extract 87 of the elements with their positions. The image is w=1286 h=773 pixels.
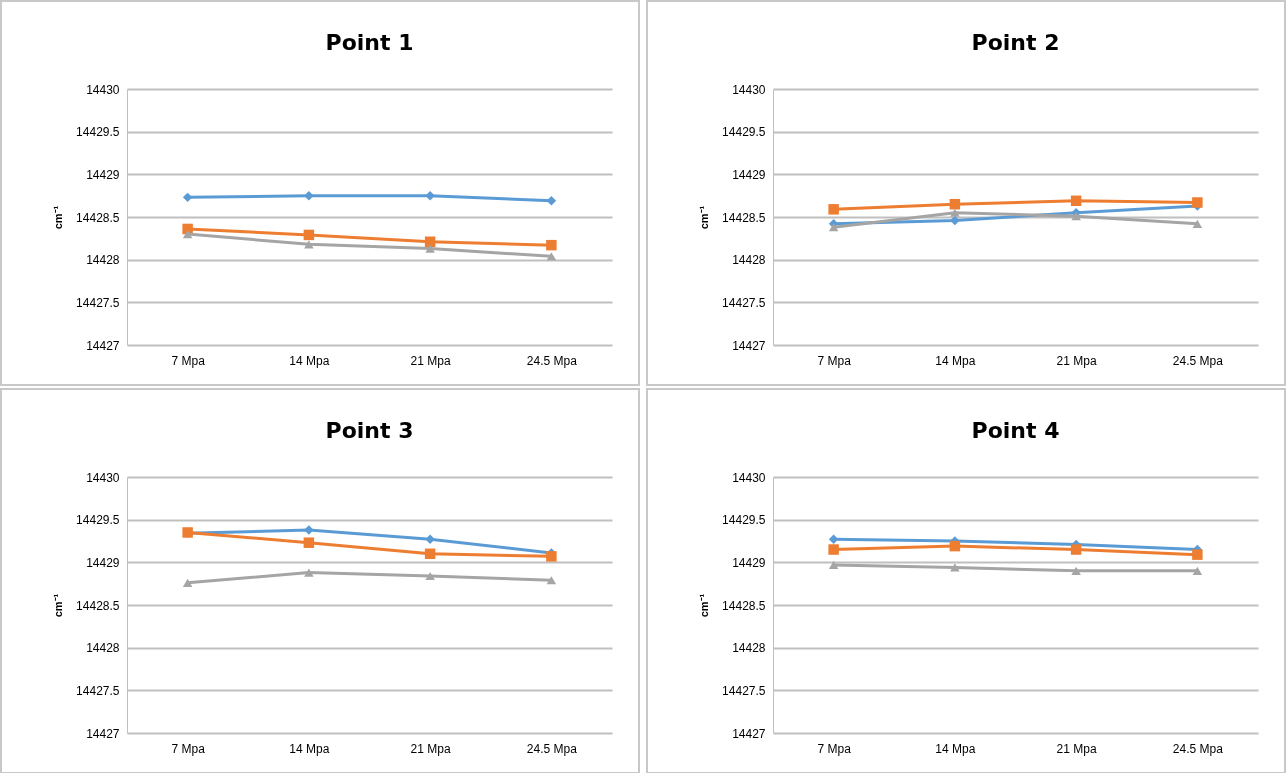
y-axis-title: cm⁻¹ — [698, 205, 711, 230]
y-tick-label: 14429.5 — [76, 125, 120, 140]
y-tick-label: 14429.5 — [76, 513, 120, 528]
point — [304, 240, 314, 249]
point — [828, 544, 839, 555]
point — [1070, 544, 1082, 555]
point — [950, 208, 960, 217]
point — [546, 551, 557, 562]
x-tick-label: 7 Mpa — [817, 741, 852, 756]
point — [949, 540, 961, 552]
y-axis-title: cm⁻¹ — [698, 593, 711, 618]
point — [425, 244, 435, 253]
y-tick-label: 14427 — [86, 338, 120, 353]
y-tick-label: 14428.5 — [76, 210, 120, 225]
point — [1192, 566, 1203, 575]
point — [304, 568, 314, 577]
point — [950, 563, 960, 572]
point — [1071, 212, 1081, 221]
y-tick-label: 14429 — [86, 555, 120, 570]
chart-title: Point 2 — [971, 30, 1060, 55]
point — [303, 229, 315, 241]
point — [950, 215, 960, 226]
y-tick-label: 14427 — [732, 726, 766, 741]
point — [425, 190, 435, 201]
y-tick-label: 14427 — [732, 338, 766, 353]
x-tick-label: 21 Mpa — [410, 353, 451, 368]
x-tick-label: 21 Mpa — [410, 741, 451, 756]
point — [182, 229, 193, 239]
point — [828, 204, 839, 215]
point — [546, 576, 557, 585]
point — [304, 190, 314, 201]
y-tick-label: 14430 — [732, 470, 766, 485]
y-tick-label: 14428 — [86, 253, 120, 268]
x-tick-label: 14 Mpa — [935, 741, 976, 756]
point — [424, 548, 436, 560]
y-tick-label: 14429 — [86, 167, 120, 182]
y-tick-label: 14428.5 — [722, 210, 766, 225]
y-tick-label: 14427.5 — [76, 683, 120, 698]
y-tick-label: 14428 — [86, 641, 120, 656]
y-tick-label: 14428 — [732, 641, 766, 656]
y-axis-title: cm⁻¹ — [52, 593, 65, 618]
point — [1071, 566, 1081, 575]
x-tick-label: 7 Mpa — [171, 741, 206, 756]
point — [182, 578, 193, 587]
x-tick-label: 21 Mpa — [1056, 741, 1097, 756]
y-tick-label: 14427.5 — [722, 683, 766, 698]
y-tick-label: 14427 — [86, 726, 120, 741]
chart-title: Point 3 — [325, 418, 414, 443]
point — [425, 571, 435, 581]
x-tick-label: 14 Mpa — [289, 741, 330, 756]
point — [1192, 219, 1203, 228]
x-tick-label: 7 Mpa — [171, 353, 206, 368]
x-tick-label: 7 Mpa — [817, 353, 852, 368]
point — [182, 192, 193, 203]
y-tick-label: 14429 — [732, 555, 766, 570]
point — [949, 198, 961, 210]
y-tick-label: 14427.5 — [722, 295, 766, 310]
y-tick-label: 14430 — [732, 82, 766, 97]
x-tick-label: 14 Mpa — [289, 353, 330, 368]
x-tick-label: 24.5 Mpa — [1172, 353, 1224, 368]
y-tick-label: 14428.5 — [76, 598, 120, 613]
x-tick-label: 21 Mpa — [1056, 353, 1097, 368]
x-tick-label: 24.5 Mpa — [526, 353, 578, 368]
y-tick-label: 14430 — [86, 470, 120, 485]
y-tick-label: 14428.5 — [722, 598, 766, 613]
y-tick-label: 14429.5 — [722, 125, 766, 140]
point — [1192, 197, 1203, 208]
y-tick-label: 14428 — [732, 253, 766, 268]
y-tick-label: 14429.5 — [722, 513, 766, 528]
point — [1192, 549, 1203, 560]
chart-title: Point 1 — [325, 30, 414, 55]
y-tick-label: 14429 — [732, 167, 766, 182]
chart-title: Point 4 — [971, 418, 1060, 443]
point — [828, 223, 839, 232]
y-tick-label: 14427.5 — [76, 295, 120, 310]
point — [828, 534, 839, 545]
x-tick-label: 24.5 Mpa — [1172, 741, 1224, 756]
x-tick-label: 24.5 Mpa — [526, 741, 578, 756]
point — [303, 537, 315, 548]
point — [546, 239, 557, 251]
y-axis-title: cm⁻¹ — [52, 205, 65, 230]
point — [425, 534, 435, 545]
x-tick-label: 14 Mpa — [935, 353, 976, 368]
point — [546, 252, 557, 261]
y-tick-label: 14430 — [86, 82, 120, 97]
point — [828, 560, 839, 569]
point — [1070, 195, 1082, 207]
